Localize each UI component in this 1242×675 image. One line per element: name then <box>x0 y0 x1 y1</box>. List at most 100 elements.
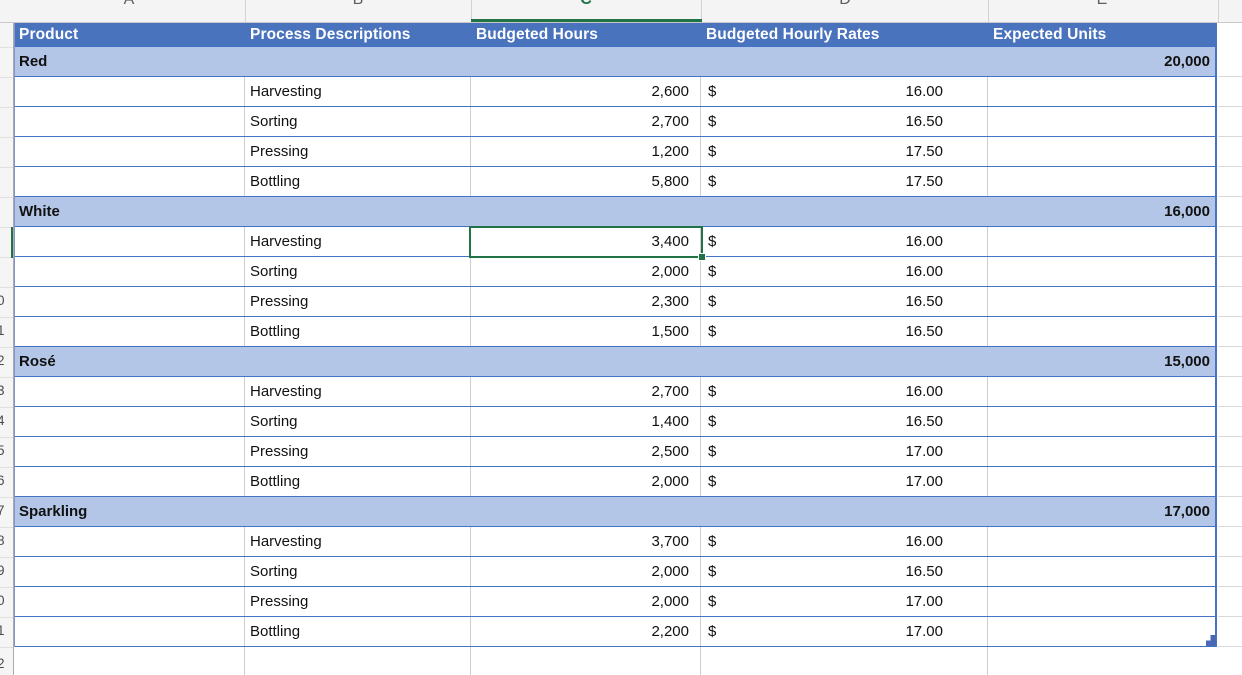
cell-expected-units[interactable]: 15,000 <box>1164 353 1210 370</box>
cell-product[interactable] <box>14 437 245 466</box>
cell-process[interactable]: Harvesting <box>245 527 471 556</box>
cell-expected-units[interactable] <box>988 617 1217 646</box>
cell-budgeted-hours[interactable]: 2,700 <box>471 377 701 406</box>
header-budgeted-hourly-rates[interactable]: Budgeted Hourly Rates <box>706 25 880 43</box>
cell-product[interactable] <box>14 557 245 586</box>
cell-product[interactable] <box>14 527 245 556</box>
cell-expected-units[interactable] <box>988 407 1217 436</box>
cell-product[interactable] <box>14 317 245 346</box>
cell-process[interactable]: Pressing <box>245 137 471 166</box>
column-header-c[interactable]: C <box>580 0 592 9</box>
cell-product[interactable] <box>14 77 245 106</box>
cell-budgeted-hours[interactable]: 3,700 <box>471 527 701 556</box>
cell-budgeted-hours[interactable]: 2,600 <box>471 77 701 106</box>
row-number[interactable]: 2 <box>0 656 11 671</box>
cell-budgeted-hours[interactable]: 2,000 <box>471 557 701 586</box>
cell-process[interactable]: Sorting <box>245 557 471 586</box>
cell-process[interactable]: Pressing <box>245 587 471 616</box>
cell-hourly-rate[interactable]: $16.50 <box>701 557 988 586</box>
empty-cell[interactable] <box>701 647 988 675</box>
cell-expected-units[interactable] <box>988 77 1217 106</box>
cell-expected-units[interactable] <box>988 167 1217 196</box>
cell-product-name[interactable]: White <box>19 203 60 220</box>
cell-budgeted-hours[interactable]: 2,200 <box>471 617 701 646</box>
cell-hourly-rate[interactable]: $17.00 <box>701 437 988 466</box>
cell-budgeted-hours[interactable]: 5,800 <box>471 167 701 196</box>
row-number[interactable]: 1 <box>0 623 11 638</box>
cell-process[interactable]: Bottling <box>245 467 471 496</box>
cell-product-name[interactable]: Sparkling <box>19 503 88 520</box>
cell-budgeted-hours[interactable]: 2,000 <box>471 257 701 286</box>
row-number[interactable]: 1 <box>0 323 11 338</box>
cell-budgeted-hours[interactable]: 2,000 <box>471 587 701 616</box>
active-cell-selection[interactable] <box>469 226 706 261</box>
cell-expected-units[interactable]: 17,000 <box>1164 503 1210 520</box>
cell-hourly-rate[interactable]: $16.50 <box>701 287 988 316</box>
cell-expected-units[interactable] <box>988 287 1217 316</box>
empty-cell[interactable] <box>14 647 245 675</box>
cell-expected-units[interactable]: 20,000 <box>1164 53 1210 70</box>
row-number[interactable]: 9 <box>0 563 11 578</box>
cell-process[interactable]: Harvesting <box>245 377 471 406</box>
cell-expected-units[interactable] <box>988 557 1217 586</box>
cell-hourly-rate[interactable]: $16.50 <box>701 317 988 346</box>
cell-process[interactable]: Bottling <box>245 167 471 196</box>
column-divider[interactable] <box>701 0 702 22</box>
cell-product[interactable] <box>14 257 245 286</box>
cell-expected-units[interactable] <box>988 137 1217 166</box>
cell-expected-units[interactable] <box>988 467 1217 496</box>
cell-product[interactable] <box>14 107 245 136</box>
row-number[interactable]: 2 <box>0 353 11 368</box>
cell-expected-units[interactable] <box>988 587 1217 616</box>
cell-budgeted-hours[interactable]: 1,400 <box>471 407 701 436</box>
empty-cell[interactable] <box>471 647 701 675</box>
cell-process[interactable]: Sorting <box>245 407 471 436</box>
cell-hourly-rate[interactable]: $16.00 <box>701 257 988 286</box>
cell-hourly-rate[interactable]: $17.00 <box>701 467 988 496</box>
cell-process[interactable]: Pressing <box>245 437 471 466</box>
cell-hourly-rate[interactable]: $17.00 <box>701 617 988 646</box>
fill-handle[interactable] <box>698 253 706 261</box>
column-header-a[interactable]: A <box>124 0 135 9</box>
cell-hourly-rate[interactable]: $16.00 <box>701 527 988 556</box>
row-number[interactable]: 6 <box>0 473 11 488</box>
cell-budgeted-hours[interactable]: 1,500 <box>471 317 701 346</box>
cell-process[interactable]: Bottling <box>245 617 471 646</box>
cell-product[interactable] <box>14 587 245 616</box>
table-resize-handle[interactable] <box>1206 635 1216 646</box>
empty-cell[interactable] <box>245 647 471 675</box>
cell-hourly-rate[interactable]: $16.00 <box>701 377 988 406</box>
column-header-d[interactable]: D <box>839 0 851 9</box>
cell-process[interactable]: Harvesting <box>245 227 471 256</box>
header-process-descriptions[interactable]: Process Descriptions <box>250 25 411 43</box>
header-product[interactable]: Product <box>19 25 79 43</box>
cell-product[interactable] <box>14 617 245 646</box>
column-divider[interactable] <box>471 0 472 22</box>
row-number[interactable]: 5 <box>0 443 11 458</box>
cell-process[interactable]: Pressing <box>245 287 471 316</box>
cell-product[interactable] <box>14 377 245 406</box>
cell-hourly-rate[interactable]: $16.50 <box>701 107 988 136</box>
selected-cell-budgeted-hours[interactable]: 3,400 <box>471 227 701 256</box>
column-divider[interactable] <box>245 0 246 22</box>
header-budgeted-hours[interactable]: Budgeted Hours <box>476 25 598 43</box>
cell-hourly-rate[interactable]: $16.00 <box>701 227 988 256</box>
cell-product-name[interactable]: Red <box>19 53 48 70</box>
cell-process[interactable]: Bottling <box>245 317 471 346</box>
row-number[interactable]: 7 <box>0 503 11 518</box>
column-header-e[interactable]: E <box>1097 0 1108 9</box>
cell-hourly-rate[interactable]: $17.50 <box>701 137 988 166</box>
cell-product[interactable] <box>14 287 245 316</box>
empty-cell[interactable] <box>988 647 1217 675</box>
cell-hourly-rate[interactable]: $16.50 <box>701 407 988 436</box>
cell-budgeted-hours[interactable]: 2,500 <box>471 437 701 466</box>
cell-expected-units[interactable] <box>988 257 1217 286</box>
cell-product[interactable] <box>14 407 245 436</box>
cell-expected-units[interactable] <box>988 107 1217 136</box>
header-expected-units[interactable]: Expected Units <box>993 25 1107 43</box>
cell-hourly-rate[interactable]: $17.00 <box>701 587 988 616</box>
cell-budgeted-hours[interactable]: 2,300 <box>471 287 701 316</box>
row-number[interactable]: 4 <box>0 413 11 428</box>
cell-product[interactable] <box>14 137 245 166</box>
cell-product[interactable] <box>14 467 245 496</box>
